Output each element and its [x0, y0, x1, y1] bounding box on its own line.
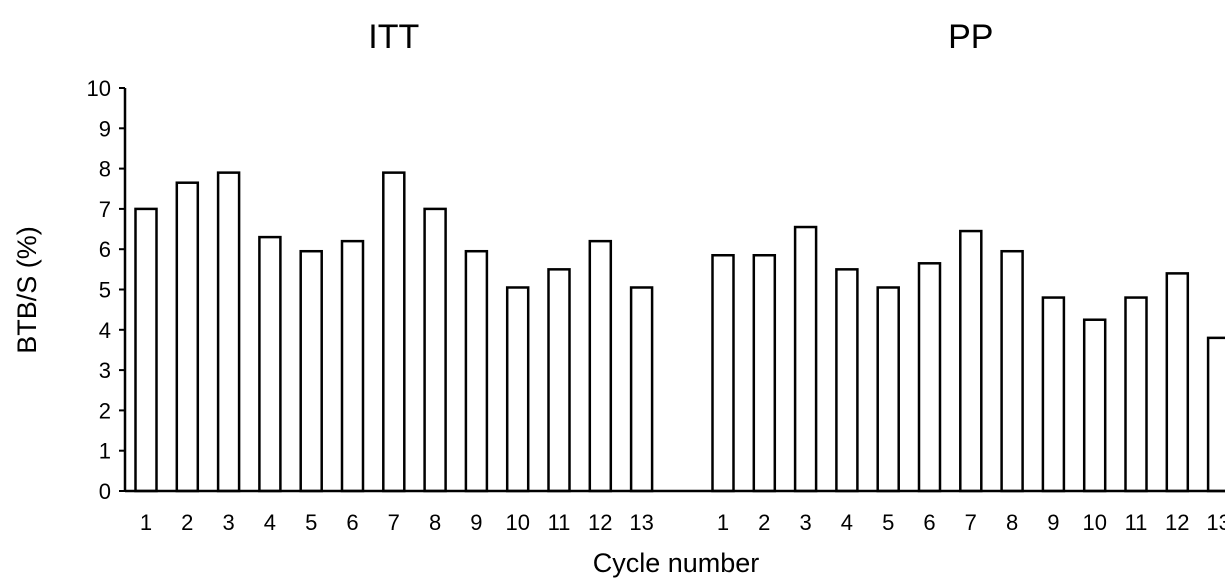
bar — [711, 253, 735, 493]
bar — [134, 207, 158, 493]
y-tick-label: 1 — [99, 439, 111, 464]
x-tick-label: 5 — [882, 510, 894, 535]
bar — [752, 253, 777, 493]
bar — [793, 225, 818, 493]
bar — [629, 286, 654, 493]
x-tick-label: 9 — [470, 510, 482, 535]
x-tick-label: 8 — [1006, 510, 1018, 535]
bar — [917, 262, 942, 493]
bars — [134, 171, 1225, 493]
x-axis-label: Cycle number — [593, 548, 760, 578]
y-tick-label: 7 — [99, 197, 111, 222]
panel-titles: ITT PP — [368, 18, 993, 56]
x-tick-label: 10 — [505, 510, 529, 535]
x-tick-label: 12 — [588, 510, 612, 535]
x-tick-label: 9 — [1047, 510, 1059, 535]
bar — [464, 249, 489, 493]
bar — [505, 286, 530, 493]
x-tick-label: 6 — [346, 510, 358, 535]
x-tick-label: 3 — [222, 510, 234, 535]
panel-title: ITT — [368, 18, 419, 56]
x-tick-label: 12 — [1165, 510, 1189, 535]
y-tick-label: 5 — [99, 278, 111, 303]
x-tick-label: 2 — [758, 510, 770, 535]
x-tick-label: 11 — [548, 510, 571, 535]
bar — [423, 207, 447, 493]
x-tick-label: 10 — [1082, 510, 1106, 535]
bar — [299, 249, 323, 493]
x-tick-label: 4 — [841, 510, 853, 535]
x-tick-label: 3 — [799, 510, 811, 535]
y-tick-label: 6 — [99, 237, 111, 262]
bar — [340, 239, 365, 493]
x-axis: 1 2 3 4 5 6 7 8 9 10 11 12 13 1 2 3 4 5 6 7 8 9 10 11 12 13 — [125, 489, 1225, 535]
x-tick-label: 8 — [429, 510, 441, 535]
bar — [216, 171, 241, 493]
y-tick-label: 2 — [99, 398, 111, 423]
y-tick-label: 3 — [99, 358, 111, 383]
bar — [382, 171, 406, 493]
x-tick-label: 11 — [1125, 510, 1148, 535]
bar — [1165, 272, 1190, 493]
x-tick-label: 13 — [1206, 510, 1225, 535]
bar — [1041, 296, 1066, 493]
bar — [1000, 249, 1024, 493]
x-tick-label: 1 — [140, 510, 152, 535]
y-tick-label: 8 — [99, 157, 111, 182]
y-tick-label: 9 — [99, 116, 111, 141]
y-tick-label: 4 — [99, 318, 111, 343]
bar — [876, 286, 900, 493]
x-tick-label: 13 — [629, 510, 653, 535]
x-tick-label: 5 — [305, 510, 317, 535]
x-tick-label: 7 — [388, 510, 400, 535]
bar — [835, 268, 859, 493]
bar — [258, 235, 282, 493]
bar — [1124, 296, 1148, 493]
y-tick-label: 10 — [87, 76, 111, 101]
x-tick-label: 1 — [717, 510, 729, 535]
bar — [588, 239, 613, 493]
bar — [1082, 318, 1107, 493]
panel-title: PP — [948, 18, 993, 56]
x-tick-label: 6 — [923, 510, 935, 535]
bar — [1206, 336, 1225, 493]
y-tick-label: 0 — [99, 479, 111, 504]
x-tick-label: 7 — [965, 510, 977, 535]
y-axis: 0 1 2 3 4 5 6 7 8 9 10 — [87, 76, 127, 504]
y-axis-label: BTB/S (%) — [12, 226, 42, 354]
x-tick-label: 2 — [181, 510, 193, 535]
bar — [175, 181, 200, 493]
bar — [547, 268, 571, 493]
bar — [959, 229, 983, 493]
x-tick-label: 4 — [264, 510, 276, 535]
